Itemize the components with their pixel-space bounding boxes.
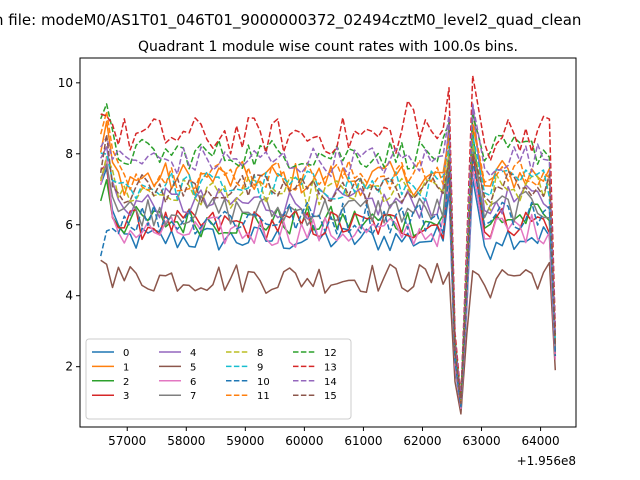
legend-frame [85,338,352,420]
x-tick-label: 59000 [226,434,264,448]
series-line-15 [99,133,557,405]
x-tick-label: 61000 [344,434,382,448]
x-tick-label: 57000 [108,434,146,448]
legend-label-12: 12 [324,348,337,359]
series-line-0 [99,167,557,411]
series-line-4 [100,103,557,406]
chart-title: Quadrant 1 module wise count rates with … [138,39,518,55]
series-lines [99,74,557,415]
legend-label-15: 15 [324,391,337,402]
legend-label-7: 7 [190,391,196,402]
figure-suptitle: n file: modeM0/AS1T01_046T01_9000000372_… [0,11,581,30]
x-axis-offset: +1.956e8 [517,454,576,468]
legend-label-11: 11 [257,391,270,402]
y-tick-label: 2 [65,360,73,374]
series-line-5 [100,259,557,415]
series-line-6 [99,156,557,410]
legend-label-5: 5 [190,362,196,373]
series-line-9 [100,135,557,404]
legend-label-1: 1 [123,362,129,373]
series-line-8 [99,142,557,405]
x-tick-label: 60000 [285,434,323,448]
legend-label-3: 3 [123,391,129,402]
series-line-10 [99,160,557,408]
y-tick-label: 6 [65,218,73,232]
x-tick-label: 63000 [462,434,500,448]
y-tick-label: 8 [65,147,73,161]
y-axis: 2 4 6 8 10 [58,76,80,374]
legend-label-14: 14 [324,377,337,388]
x-axis: 57000 58000 59000 60000 61000 62000 63000 64000 [108,427,560,448]
series-line-11 [99,110,557,403]
x-tick-label: 64000 [521,434,559,448]
x-tick-label: 62000 [403,434,441,448]
series-line-13 [100,74,557,398]
x-tick-label: 58000 [167,434,205,448]
legend-label-2: 2 [123,377,129,388]
legend-label-8: 8 [257,348,263,359]
series-line-14 [100,103,557,401]
series-line-7 [100,145,557,407]
y-tick-label: 4 [65,289,73,303]
legend-label-4: 4 [190,348,196,359]
plot-area [79,57,577,428]
y-tick-label: 10 [58,76,73,90]
legend-label-10: 10 [257,377,270,388]
legend-label-6: 6 [190,377,196,388]
legend-label-13: 13 [324,362,337,373]
legend-label-0: 0 [123,348,129,359]
legend-label-9: 9 [257,362,263,373]
